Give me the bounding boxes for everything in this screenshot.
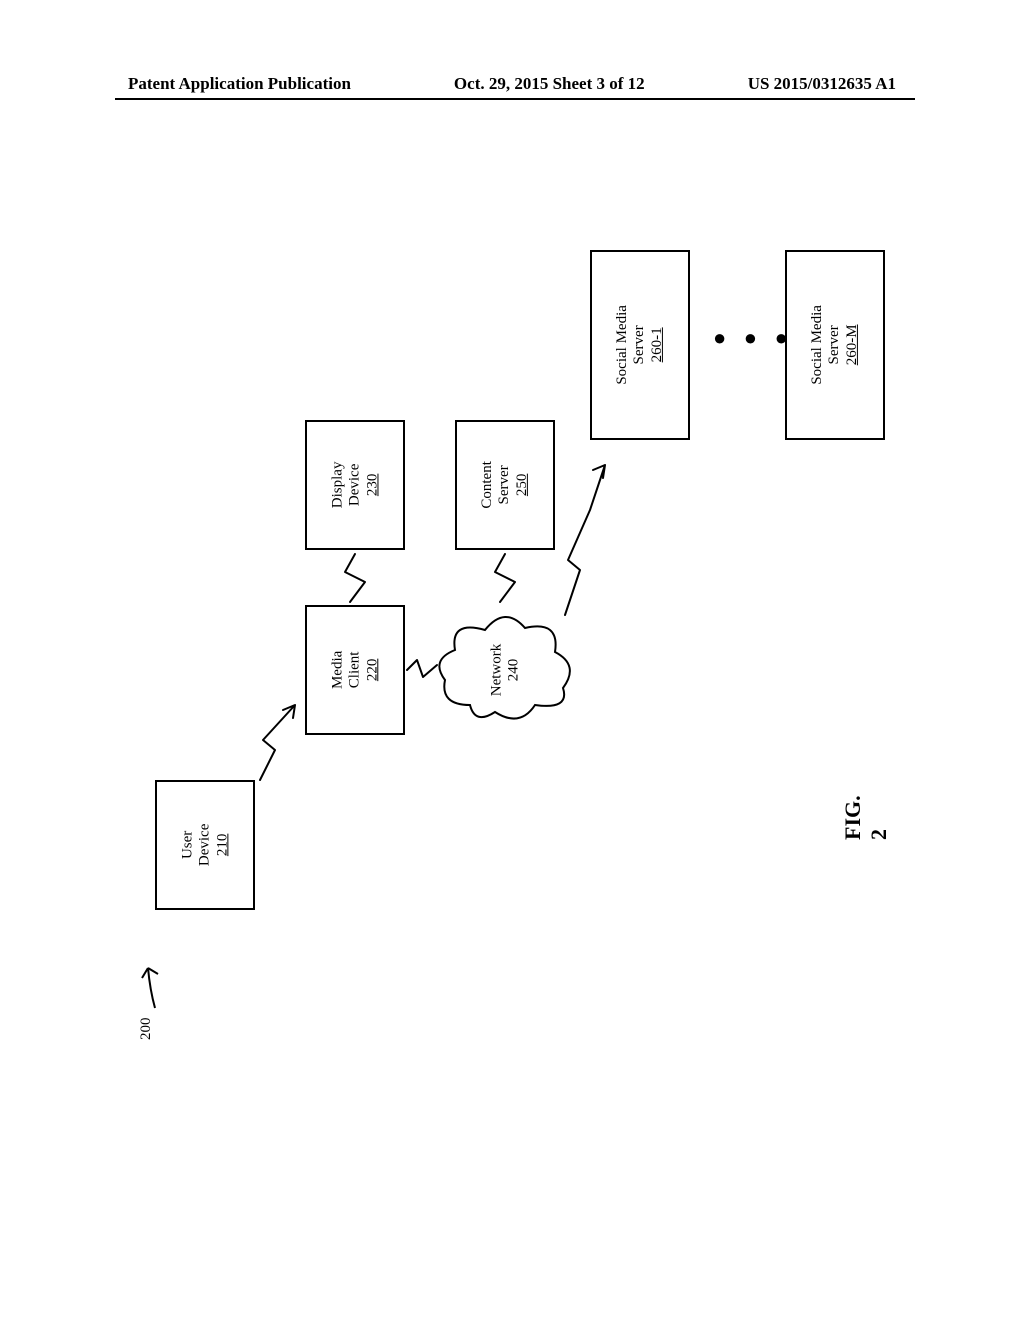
display-device-line1: Display [329, 462, 346, 509]
social-server-m-line1: Social Media [809, 305, 826, 385]
social-server-1-box: Social Media Server 260-1 [590, 250, 690, 440]
social-server-m-ref: 260-M [844, 305, 861, 385]
user-device-ref: 210 [214, 824, 231, 866]
figure-ref-number: 200 [138, 1018, 155, 1041]
link-media-network-icon [405, 655, 440, 685]
header-right: US 2015/0312635 A1 [748, 74, 896, 94]
social-server-1-ref: 260-1 [649, 305, 666, 385]
media-client-line1: Media [329, 651, 346, 689]
social-server-1-line2: Server [631, 305, 648, 385]
page-header: Patent Application Publication Oct. 29, … [0, 74, 1024, 94]
network-label: Network [488, 644, 505, 697]
social-server-m-line2: Server [826, 305, 843, 385]
content-server-box: Content Server 250 [455, 420, 555, 550]
ellipsis-dots: ● ● ● [713, 325, 794, 351]
content-server-line2: Server [496, 461, 513, 509]
media-client-ref: 220 [364, 651, 381, 689]
header-left: Patent Application Publication [128, 74, 351, 94]
user-device-box: User Device 210 [155, 780, 255, 910]
media-client-box: Media Client 220 [305, 605, 405, 735]
figure-label: FIG. 2 [840, 780, 892, 840]
user-device-line1: User [179, 824, 196, 866]
link-network-social-icon [560, 450, 610, 620]
content-server-ref: 250 [514, 461, 531, 509]
header-rule [115, 98, 915, 100]
user-device-line2: Device [196, 824, 213, 866]
figure-2-diagram: 200 User Device 210 Media Client 220 [100, 200, 900, 1070]
social-server-1-line1: Social Media [614, 305, 631, 385]
media-client-line2: Client [346, 651, 363, 689]
network-ref: 240 [505, 644, 522, 697]
display-device-ref: 230 [364, 462, 381, 509]
link-content-network-icon [490, 552, 520, 607]
social-server-m-box: Social Media Server 260-M [785, 250, 885, 440]
display-device-line2: Device [346, 462, 363, 509]
figure-ref-arrow-icon [140, 960, 170, 1010]
content-server-line1: Content [479, 461, 496, 509]
header-center: Oct. 29, 2015 Sheet 3 of 12 [454, 74, 645, 94]
link-display-media-icon [340, 552, 370, 607]
network-cloud-label: Network 240 [435, 610, 575, 730]
link-user-media-icon [255, 680, 315, 790]
display-device-box: Display Device 230 [305, 420, 405, 550]
